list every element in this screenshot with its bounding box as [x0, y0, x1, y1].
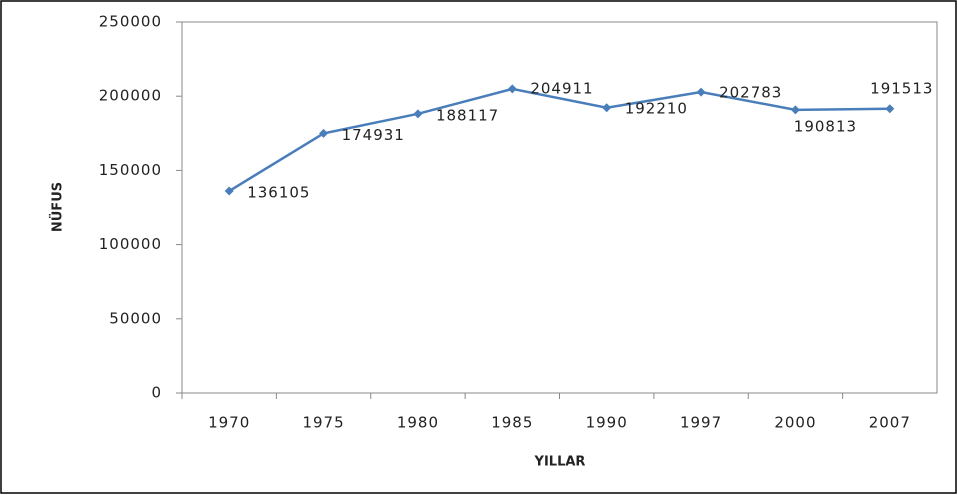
data-label: 174931: [342, 126, 405, 144]
marker: [413, 109, 423, 119]
y-tick-label: 200000: [99, 87, 162, 105]
x-tick-label: 2000: [774, 414, 816, 432]
x-axis-title: YILLAR: [534, 455, 586, 470]
marker: [507, 84, 517, 94]
data-label: 202783: [719, 84, 782, 102]
marker: [885, 104, 895, 114]
data-label: 188117: [436, 106, 499, 124]
y-tick-label: 150000: [99, 161, 162, 179]
y-tick-label: 50000: [109, 309, 162, 327]
marker: [224, 186, 234, 196]
marker: [790, 105, 800, 115]
x-tick-label: 2007: [869, 414, 911, 432]
x-tick-label: 1990: [586, 414, 628, 432]
line: [228, 87, 890, 193]
data-label: 192210: [625, 99, 688, 117]
data-label: 136105: [247, 184, 310, 202]
marker: [319, 128, 329, 138]
y-tick-label: 0: [151, 384, 162, 402]
x-tick-label: 1997: [680, 414, 722, 432]
x-tick-label: 1975: [302, 414, 344, 432]
data-label: 190813: [794, 117, 857, 135]
data-label: 204911: [530, 79, 593, 97]
x-tick-label: 1970: [208, 414, 250, 432]
marker: [602, 103, 612, 113]
y-tick-label: 250000: [99, 13, 162, 31]
marker: [696, 87, 706, 97]
y-axis-title: NÜFUS: [50, 182, 66, 232]
data-label: 191513: [870, 79, 933, 97]
x-tick-label: 1980: [397, 414, 439, 432]
x-tick-label: 1985: [491, 414, 533, 432]
y-tick-label: 100000: [99, 235, 162, 253]
